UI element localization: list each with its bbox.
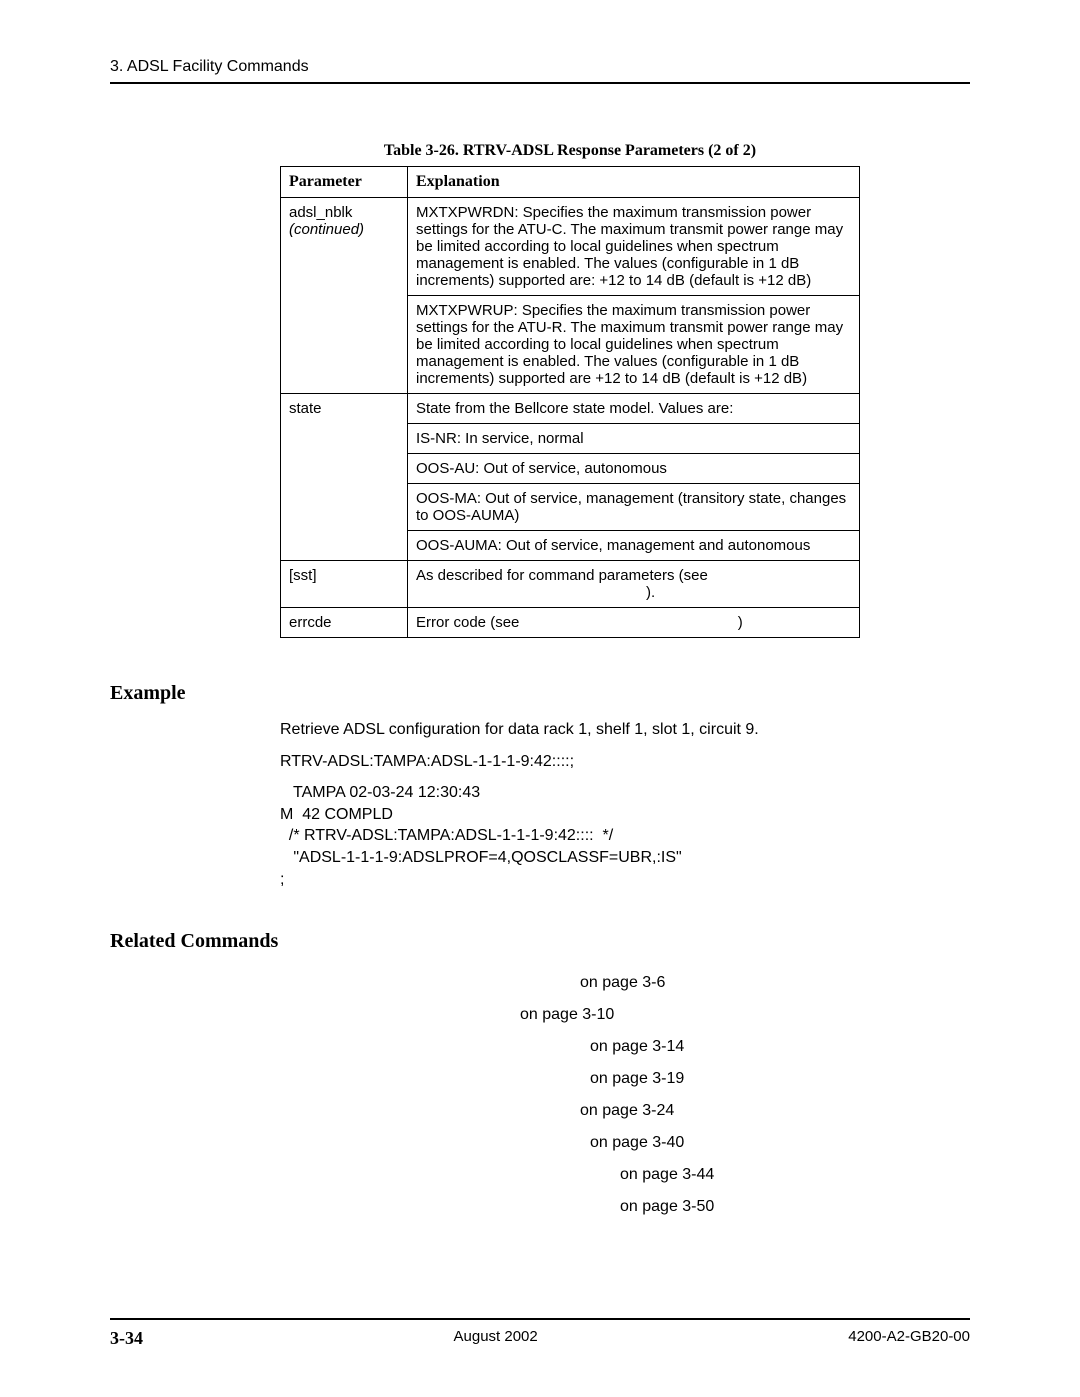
related-item: on page 3-19: [280, 1063, 970, 1095]
response-parameters-table-wrap: Table 3-26. RTRV-ADSL Response Parameter…: [280, 142, 860, 638]
cell-explanation: MXTXPWRDN: Specifies the maximum transmi…: [408, 198, 860, 296]
related-item-text: on page 3-19: [590, 1070, 684, 1087]
param-name: adsl_nblk: [289, 204, 352, 221]
param-note: (continued): [289, 221, 364, 238]
related-item-text: on page 3-44: [620, 1166, 714, 1183]
cell-explanation: OOS-MA: Out of service, management (tran…: [408, 484, 860, 531]
cell-parameter: errcde: [281, 608, 408, 638]
response-parameters-table: Parameter Explanation adsl_nblk (continu…: [280, 166, 860, 638]
breadcrumb: 3. ADSL Facility Commands: [110, 58, 309, 75]
cell-explanation: IS-NR: In service, normal: [408, 424, 860, 454]
page-footer: 3-34 August 2002 4200-A2-GB20-00: [110, 1318, 970, 1349]
table-row: adsl_nblk (continued) MXTXPWRDN: Specifi…: [281, 198, 860, 296]
related-item-text: on page 3-40: [590, 1134, 684, 1151]
footer-date: August 2002: [454, 1328, 538, 1349]
page-number: 3-34: [110, 1328, 143, 1349]
cell-explanation: MXTXPWRUP: Specifies the maximum transmi…: [408, 296, 860, 394]
related-item: on page 3-14: [280, 1031, 970, 1063]
related-item-text: on page 3-24: [580, 1102, 674, 1119]
col-header-parameter: Parameter: [281, 167, 408, 198]
related-item: on page 3-6: [280, 967, 970, 999]
table-row: state State from the Bellcore state mode…: [281, 394, 860, 424]
footer-doc-id: 4200-A2-GB20-00: [848, 1328, 970, 1349]
example-intro: Retrieve ADSL configuration for data rac…: [280, 719, 970, 741]
example-command: RTRV-ADSL:TAMPA:ADSL-1-1-1-9:42::::;: [280, 751, 970, 773]
example-output: TAMPA 02-03-24 12:30:43 M 42 COMPLD /* R…: [280, 782, 970, 890]
page: 3. ADSL Facility Commands Table 3-26. RT…: [0, 0, 1080, 1397]
cell-parameter: adsl_nblk (continued): [281, 198, 408, 394]
related-item-text: on page 3-6: [580, 974, 665, 991]
related-item-text: on page 3-10: [520, 1006, 614, 1023]
related-item-text: on page 3-50: [620, 1198, 714, 1215]
related-item: on page 3-10: [280, 999, 970, 1031]
col-header-explanation: Explanation: [408, 167, 860, 198]
cell-explanation: OOS-AUMA: Out of service, management and…: [408, 531, 860, 561]
related-item-text: on page 3-14: [590, 1038, 684, 1055]
related-commands-list: on page 3-6 on page 3-10 on page 3-14 on…: [280, 967, 970, 1223]
cell-explanation: State from the Bellcore state model. Val…: [408, 394, 860, 424]
table-row: errcde Error code (see ): [281, 608, 860, 638]
cell-explanation: Error code (see ): [408, 608, 860, 638]
related-commands-heading: Related Commands: [110, 930, 970, 953]
related-item: on page 3-44: [280, 1159, 970, 1191]
cell-parameter: [sst]: [281, 561, 408, 608]
example-heading: Example: [110, 682, 970, 705]
table-caption: Table 3-26. RTRV-ADSL Response Parameter…: [280, 142, 860, 160]
example-body: Retrieve ADSL configuration for data rac…: [280, 719, 970, 890]
explanation-text: Error code (see: [416, 614, 524, 631]
table-row: [sst] As described for command parameter…: [281, 561, 860, 608]
cell-explanation: OOS-AU: Out of service, autonomous: [408, 454, 860, 484]
explanation-text-tail: ): [738, 614, 743, 631]
table-head-row: Parameter Explanation: [281, 167, 860, 198]
explanation-text-tail: ).: [646, 584, 655, 601]
related-item: on page 3-24: [280, 1095, 970, 1127]
cell-parameter: state: [281, 394, 408, 561]
cell-explanation: As described for command parameters (see…: [408, 561, 860, 608]
explanation-text: As described for command parameters (see: [416, 567, 708, 584]
page-header: 3. ADSL Facility Commands: [110, 58, 970, 84]
related-item: on page 3-40: [280, 1127, 970, 1159]
related-item: on page 3-50: [280, 1191, 970, 1223]
